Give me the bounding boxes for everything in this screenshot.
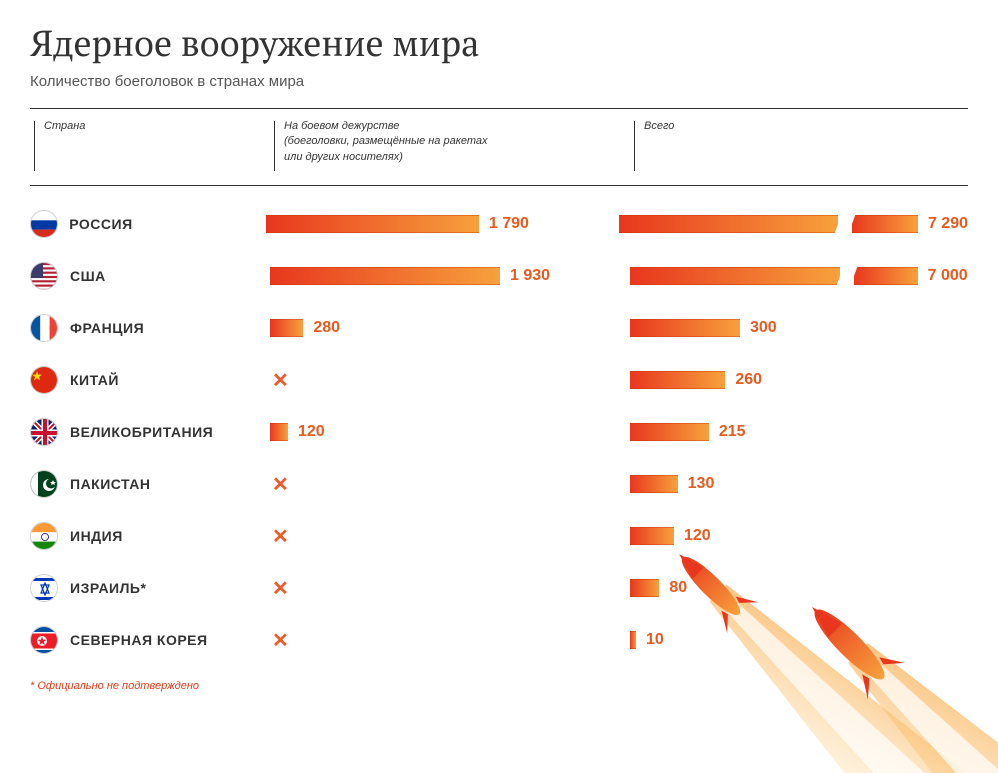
total-value: 120 [684,527,711,545]
total-value: 300 [750,319,777,337]
total-value: 260 [735,371,762,389]
header-deployed: На боевом дежурстве(боеголовки, размещён… [270,119,630,165]
flag-nkorea [30,626,70,654]
page-title: Ядерное вооружение мира [30,20,968,67]
cross-icon: ✕ [270,628,289,653]
total-cell: 80 [630,579,968,597]
country-name: ИЗРАИЛЬ* [70,580,270,596]
page-subtitle: Количество боеголовок в странах мира [30,73,968,90]
total-cell: 215 [630,423,968,441]
total-value: 7 290 [928,215,968,233]
deployed-value: 1 930 [510,267,550,285]
flag-india [30,522,70,550]
table-row: РОССИЯ 1 790 7 290 [30,198,968,250]
table-row: ВЕЛИКОБРИТАНИЯ 120 215 [30,406,968,458]
deployed-cell: 120 [270,423,630,441]
table-row: ИЗРАИЛЬ* ✕ 80 [30,562,968,614]
table-row: США 1 930 7 000 [30,250,968,302]
header-country: Страна [30,119,270,165]
header-total: Всего [630,119,968,165]
deployed-cell: ✕ [270,472,630,497]
total-value: 130 [688,475,715,493]
table-row: ПАКИСТАН ✕ 130 [30,458,968,510]
country-name: ИНДИЯ [70,528,270,544]
country-name: ПАКИСТАН [70,476,270,492]
cross-icon: ✕ [270,368,289,393]
flag-uk [30,418,70,446]
flag-israel [30,574,70,602]
table-row: ИНДИЯ ✕ 120 [30,510,968,562]
total-value: 215 [719,423,746,441]
deployed-value: 120 [298,423,325,441]
total-value: 10 [646,631,664,649]
data-rows: РОССИЯ 1 790 7 290 США 1 930 7 000 ФРАНЦ… [30,198,968,666]
total-value: 7 000 [928,267,968,285]
total-cell: 7 000 [630,267,968,285]
flag-pakistan [30,470,70,498]
country-name: РОССИЯ [69,216,265,232]
cross-icon: ✕ [270,524,289,549]
total-cell: 10 [630,631,968,649]
total-cell: 260 [630,371,968,389]
total-cell: 300 [630,319,968,337]
table-row: КИТАЙ ✕ 260 [30,354,968,406]
total-value: 80 [669,579,687,597]
country-name: ФРАНЦИЯ [70,320,270,336]
footnote: * Официально не подтверждено [30,680,968,692]
cross-icon: ✕ [270,576,289,601]
table-header: Страна На боевом дежурстве(боеголовки, р… [30,108,968,186]
deployed-cell: 280 [270,319,630,337]
deployed-cell: 1 790 [266,215,619,233]
country-name: КИТАЙ [70,372,270,388]
country-name: ВЕЛИКОБРИТАНИЯ [70,424,270,440]
country-name: СЕВЕРНАЯ КОРЕЯ [70,632,270,648]
table-row: ФРАНЦИЯ 280 300 [30,302,968,354]
flag-usa [30,262,70,290]
deployed-cell: 1 930 [270,267,630,285]
total-cell: 130 [630,475,968,493]
deployed-cell: ✕ [270,368,630,393]
deployed-cell: ✕ [270,628,630,653]
flag-russia [30,210,69,238]
country-name: США [70,268,270,284]
total-cell: 120 [630,527,968,545]
cross-icon: ✕ [270,472,289,497]
flag-china [30,366,70,394]
table-row: СЕВЕРНАЯ КОРЕЯ ✕ 10 [30,614,968,666]
deployed-cell: ✕ [270,576,630,601]
total-cell: 7 290 [619,215,968,233]
deployed-value: 1 790 [489,215,529,233]
flag-france [30,314,70,342]
deployed-value: 280 [313,319,340,337]
deployed-cell: ✕ [270,524,630,549]
